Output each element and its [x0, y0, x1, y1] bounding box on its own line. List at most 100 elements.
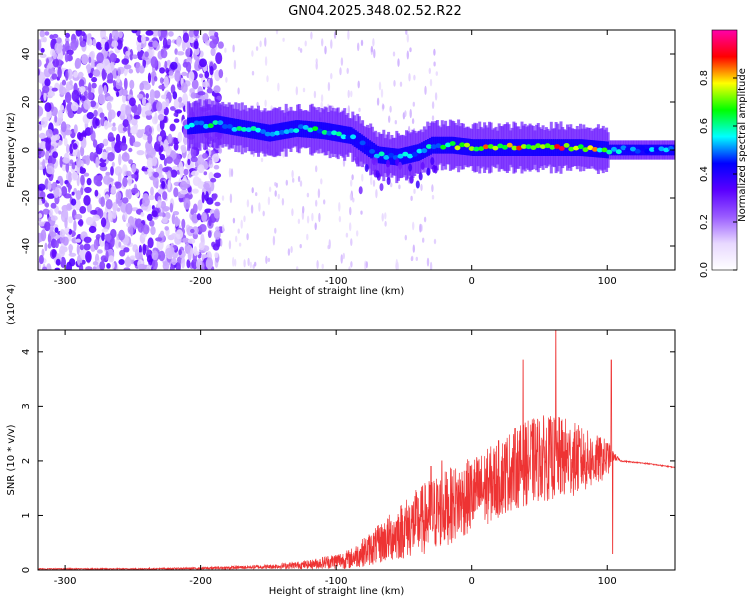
- noise-cell: [142, 97, 146, 106]
- signal-core: [302, 125, 309, 130]
- noise-cell: [62, 209, 69, 219]
- signal-core: [445, 142, 451, 148]
- noise-cell: [38, 199, 43, 206]
- colorbar-tick-label: 0.0: [699, 262, 710, 278]
- noise-cell: [181, 256, 186, 269]
- noise-cell: [38, 183, 46, 191]
- noise-cell: [49, 231, 57, 237]
- noise-cell: [171, 233, 178, 238]
- noise-cell: [251, 70, 255, 76]
- noise-cell: [128, 147, 133, 153]
- noise-cell: [206, 88, 213, 94]
- noise-cell: [358, 107, 361, 112]
- x-tick-label: 100: [598, 576, 617, 587]
- noise-cell: [149, 89, 155, 101]
- noise-cell: [130, 174, 137, 179]
- noise-cell: [83, 243, 91, 251]
- noise-cell: [148, 171, 152, 177]
- noise-cell: [266, 75, 269, 83]
- noise-cell: [246, 199, 250, 208]
- signal-band: [467, 138, 471, 156]
- y-tick-label: 1: [21, 512, 32, 518]
- signal-core: [340, 134, 347, 140]
- noise-cell: [99, 162, 107, 168]
- noise-cell: [356, 230, 359, 237]
- noise-cell: [178, 249, 182, 256]
- noise-cell: [237, 228, 240, 234]
- signal-core: [241, 126, 247, 132]
- signal-core: [397, 153, 404, 159]
- noise-cell: [191, 170, 199, 177]
- noise-cell: [100, 196, 105, 207]
- signal-core: [411, 152, 418, 157]
- noise-cell: [103, 84, 107, 95]
- noise-cell: [429, 78, 433, 87]
- noise-cell: [151, 210, 158, 218]
- noise-cell: [92, 266, 97, 270]
- noise-cell: [144, 51, 149, 58]
- noise-cell: [129, 49, 134, 61]
- noise-cell: [122, 93, 126, 103]
- noise-cell: [85, 266, 93, 270]
- noise-cell: [382, 104, 385, 110]
- noise-cell: [132, 54, 138, 59]
- noise-cell: [196, 213, 201, 221]
- noise-cell: [109, 32, 113, 45]
- noise-cell: [193, 40, 199, 50]
- noise-cell: [44, 102, 52, 112]
- noise-cell: [398, 184, 401, 190]
- signal-band: [343, 126, 347, 143]
- signal-core: [516, 145, 523, 151]
- noise-cell: [431, 194, 435, 200]
- noise-cell: [148, 258, 153, 266]
- y-tick-label: 3: [21, 403, 32, 409]
- signal-band: [374, 144, 378, 162]
- noise-cell: [142, 224, 150, 235]
- noise-cell: [83, 99, 91, 110]
- noise-cell: [120, 110, 125, 116]
- signal-core: [331, 130, 338, 136]
- y-tick-label: 4: [21, 349, 32, 355]
- colorbar-label: Normalized spectral amplitude: [737, 68, 748, 222]
- noise-cell: [202, 32, 209, 43]
- noise-cell: [179, 180, 188, 191]
- noise-cell: [171, 257, 177, 266]
- noise-cell: [79, 86, 86, 93]
- noise-cell: [88, 82, 92, 94]
- noise-cell: [52, 58, 60, 68]
- noise-cell: [89, 151, 95, 162]
- noise-cell: [409, 108, 412, 119]
- signal-core: [482, 144, 489, 150]
- noise-cell: [53, 134, 61, 141]
- noise-cell: [43, 91, 47, 101]
- signal-core: [620, 145, 627, 151]
- signal-core: [649, 147, 655, 152]
- noise-cell: [127, 132, 132, 137]
- noise-cell: [340, 254, 343, 264]
- noise-cell: [129, 255, 136, 260]
- noise-cell: [161, 216, 168, 224]
- noise-cell: [412, 244, 415, 253]
- noise-cell: [59, 156, 63, 168]
- noise-cell: [45, 150, 50, 161]
- noise-cell: [282, 37, 285, 42]
- noise-cell: [122, 197, 129, 204]
- noise-cell: [405, 30, 408, 35]
- noise-cell: [173, 187, 179, 198]
- signal-core: [297, 124, 304, 129]
- noise-cell: [38, 59, 42, 68]
- signal-core: [193, 120, 200, 126]
- noise-cell: [52, 52, 57, 60]
- noise-cell: [147, 49, 153, 59]
- noise-cell: [107, 152, 115, 162]
- signal-core: [383, 155, 390, 160]
- noise-cell: [179, 166, 184, 178]
- noise-cell: [160, 94, 167, 100]
- noise-cell: [76, 244, 80, 255]
- snr-frame: [37, 329, 676, 571]
- noise-cell: [50, 202, 57, 209]
- noise-cell: [168, 250, 173, 260]
- noise-cell: [51, 73, 58, 80]
- noise-cell: [126, 222, 130, 228]
- noise-cell: [38, 213, 43, 219]
